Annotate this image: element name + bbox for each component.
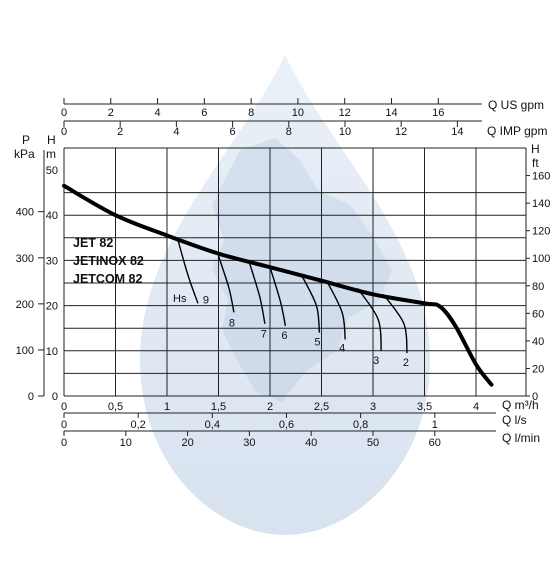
tick-label-m: 30 <box>46 255 58 267</box>
labels-layer: 0102030405001002003004000204060801001201… <box>16 107 551 449</box>
suction-curve-5 <box>300 273 321 333</box>
model-label-2: JETINOX 82 <box>73 254 144 268</box>
tick-label-ft: 60 <box>532 308 544 320</box>
axis-title-p: P <box>22 133 30 147</box>
tick-label-us-gpm: 10 <box>292 107 304 119</box>
tick-label-ft: 160 <box>532 171 550 183</box>
model-label-3: JETCOM 82 <box>73 272 143 286</box>
tick-label-us-gpm: 6 <box>201 107 207 119</box>
tick-label-imp-gpm: 14 <box>451 126 463 138</box>
tick-label-ft: 140 <box>532 198 550 210</box>
watermark-map-shape <box>212 138 392 402</box>
tick-label-m3h: 4 <box>473 401 479 413</box>
tick-label-imp-gpm: 8 <box>286 126 292 138</box>
suction-curve-4 <box>325 280 346 340</box>
tick-label-imp-gpm: 10 <box>339 126 351 138</box>
grid-layer <box>38 98 530 436</box>
tick-label-m3h: 1 <box>164 401 170 413</box>
tick-label-us-gpm: 0 <box>61 107 67 119</box>
tick-label-m: 50 <box>46 165 58 177</box>
axis-title-lmin: Q l/min <box>502 431 540 445</box>
tick-label-ft: 100 <box>532 253 550 265</box>
tick-label-imp-gpm: 2 <box>117 126 123 138</box>
tick-label-ls: 0,8 <box>353 419 368 431</box>
axis-title-m3h: Q m³/h <box>502 398 539 412</box>
tick-label-m: 0 <box>52 391 58 403</box>
tick-label-ft: 0 <box>532 391 538 403</box>
tick-label-m3h: 0 <box>61 401 67 413</box>
axis-unit-kpa: kPa <box>14 147 35 161</box>
tick-label-ls: 1 <box>432 419 438 431</box>
tick-label-lmin: 60 <box>429 437 441 449</box>
suction-curve-7 <box>248 262 266 324</box>
tick-label-m3h: 2,5 <box>314 401 329 413</box>
axis-title-h-left: H <box>47 133 56 147</box>
tick-label-us-gpm: 12 <box>339 107 351 119</box>
tick-label-m3h: 1,5 <box>211 401 226 413</box>
tick-label-lmin: 40 <box>305 437 317 449</box>
curves-layer: 9 8 7 6 5 4 3 2 <box>62 183 494 387</box>
suction-curve-2 <box>382 293 408 354</box>
tick-label-lmin: 10 <box>120 437 132 449</box>
tick-label-ft: 120 <box>532 226 550 238</box>
tick-label-us-gpm: 16 <box>432 107 444 119</box>
tick-label-ls: 0,4 <box>205 419 220 431</box>
tick-label-kpa: 0 <box>28 391 34 403</box>
suction-curve-8 <box>217 255 235 313</box>
tick-label-m3h: 3,5 <box>417 401 432 413</box>
tick-label-us-gpm: 14 <box>385 107 397 119</box>
tick-label-ft: 40 <box>532 336 544 348</box>
suction-curve-3 <box>357 288 382 351</box>
suction-curve-6 <box>269 266 287 327</box>
tick-label-m: 20 <box>46 301 58 313</box>
tick-label-us-gpm: 8 <box>248 107 254 119</box>
axis-unit-ft: ft <box>532 156 539 170</box>
suction-curve-label-3: 3 <box>373 355 379 367</box>
model-label-1: JET 82 <box>73 236 113 250</box>
suction-curve-label-2: 2 <box>403 357 409 369</box>
axis-title-ls: Q l/s <box>502 413 527 427</box>
suction-curve-label-5: 5 <box>314 337 320 349</box>
tick-label-kpa: 300 <box>16 253 34 265</box>
suction-curve-label-7: 7 <box>261 329 267 341</box>
tick-label-lmin: 50 <box>367 437 379 449</box>
tick-label-ls: 0,2 <box>131 419 146 431</box>
suction-curve-label-4: 4 <box>339 343 345 355</box>
tick-label-m3h: 2 <box>267 401 273 413</box>
tick-label-lmin: 0 <box>61 437 67 449</box>
tick-label-ls: 0,6 <box>279 419 294 431</box>
axis-unit-m: m <box>46 147 56 161</box>
tick-label-m3h: 0,5 <box>108 401 123 413</box>
suction-curve-label-8: 8 <box>229 317 235 329</box>
tick-label-lmin: 20 <box>181 437 193 449</box>
tick-label-kpa: 200 <box>16 299 34 311</box>
tick-label-ft: 20 <box>532 363 544 375</box>
suction-prefix-label: Hs <box>173 293 187 305</box>
tick-label-ft: 80 <box>532 281 544 293</box>
tick-label-ls: 0 <box>61 419 67 431</box>
axis-title-imp-gpm: Q IMP gpm <box>487 124 547 138</box>
tick-label-kpa: 400 <box>16 207 34 219</box>
suction-curve-9 <box>176 237 199 304</box>
tick-label-imp-gpm: 12 <box>395 126 407 138</box>
axis-title-us-gpm: Q US gpm <box>488 98 544 112</box>
tick-label-m: 10 <box>46 346 58 358</box>
tick-label-m: 40 <box>46 210 58 222</box>
suction-curve-label-9: 9 <box>203 294 209 306</box>
suction-curve-label-6: 6 <box>281 330 287 342</box>
tick-label-imp-gpm: 4 <box>173 126 179 138</box>
tick-label-m3h: 3 <box>370 401 376 413</box>
tick-label-us-gpm: 2 <box>108 107 114 119</box>
tick-label-kpa: 100 <box>16 345 34 357</box>
tick-label-us-gpm: 4 <box>155 107 161 119</box>
main-pump-curve <box>62 183 494 387</box>
tick-label-imp-gpm: 6 <box>230 126 236 138</box>
tick-label-lmin: 30 <box>243 437 255 449</box>
axis-title-h-right: H <box>531 142 540 156</box>
tick-label-imp-gpm: 0 <box>61 126 67 138</box>
